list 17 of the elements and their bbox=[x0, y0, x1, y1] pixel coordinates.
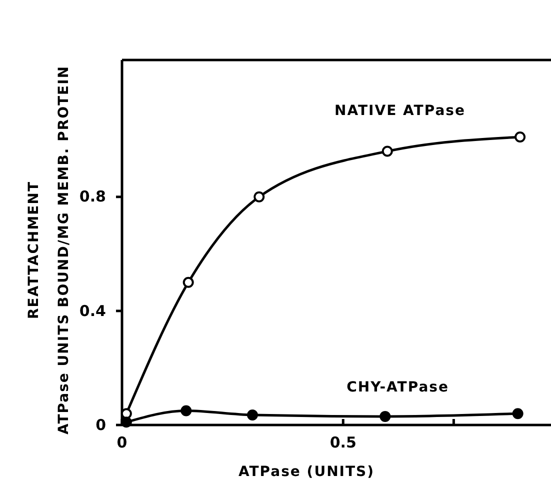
point bbox=[380, 410, 391, 422]
point bbox=[120, 408, 132, 420]
y-axis-title: REATTACHMENT ATPase UNITS BOUND/MG MEMB. PROTEIN bbox=[26, 65, 72, 435]
x-tick-label: 0.5 bbox=[330, 434, 356, 452]
series-label: NATIVE ATPase bbox=[334, 102, 466, 119]
point bbox=[382, 146, 393, 157]
x-axis-title: ATPase (UNITS) bbox=[238, 464, 375, 480]
point bbox=[254, 191, 265, 202]
point bbox=[512, 408, 524, 420]
y-tick-label: 0 bbox=[96, 416, 106, 434]
y-tick-label: 0.8 bbox=[79, 188, 106, 206]
point bbox=[514, 131, 526, 142]
series-label: CHY-ATPase bbox=[346, 380, 449, 396]
point bbox=[182, 276, 194, 288]
y-tick-label: 0.4 bbox=[79, 302, 106, 320]
point bbox=[180, 405, 192, 416]
point bbox=[246, 410, 258, 421]
